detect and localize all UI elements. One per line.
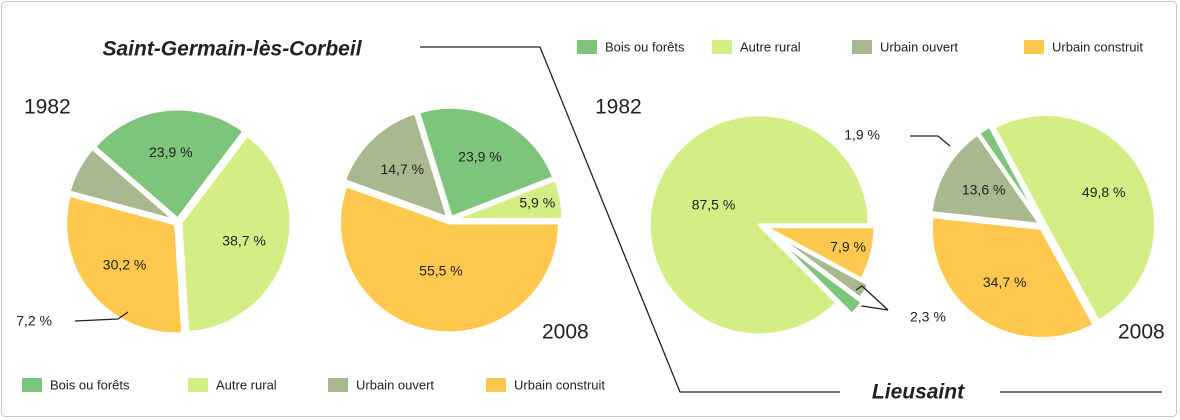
pie-slice	[977, 124, 1043, 225]
value-label: 30,2 %	[103, 256, 147, 272]
year-label: 1982	[24, 96, 71, 119]
value-label: 5,9 %	[519, 194, 555, 210]
legend-swatch	[712, 40, 732, 54]
value-label: 87,5 %	[692, 197, 736, 213]
pie-slice	[770, 230, 871, 300]
pie-slice	[93, 107, 246, 221]
value-label: 55,5 %	[419, 262, 463, 278]
legend-label: Urbain ouvert	[880, 39, 958, 54]
place-title: Lieusaint	[872, 381, 965, 404]
pie-slice	[929, 215, 1096, 340]
value-label: 14,7 %	[380, 161, 424, 177]
legend-label: Urbain construit	[1052, 39, 1143, 54]
legend-swatch	[188, 378, 208, 392]
year-label: 1982	[595, 96, 642, 119]
legend-label: Autre rural	[740, 39, 801, 54]
leader-line	[855, 285, 889, 311]
pie-slice	[451, 178, 565, 221]
legend: Bois ou forêts Autre rural Urbain ouvert…	[22, 377, 605, 392]
legend-swatch	[577, 40, 597, 54]
value-label: 13,6 %	[962, 181, 1006, 197]
pie-slice	[179, 133, 293, 335]
legend-swatch	[852, 40, 872, 54]
pie-slice	[417, 105, 556, 219]
legend-label: Bois ou forêts	[50, 377, 130, 392]
value-label: 7,9 %	[830, 239, 866, 255]
value-label: 34,7 %	[983, 274, 1027, 290]
value-label: 7,2 %	[16, 313, 52, 329]
legend-label: Autre rural	[216, 377, 277, 392]
legend: Bois ou forêts Autre rural Urbain ouvert…	[577, 39, 1143, 54]
pie-slice	[992, 113, 1158, 323]
leader-line	[910, 135, 951, 147]
pie-slice	[67, 146, 177, 223]
legend-label: Urbain construit	[514, 377, 605, 392]
connector	[420, 46, 840, 393]
pie-slice	[338, 184, 561, 335]
legend-label: Bois ou forêts	[605, 39, 685, 54]
pie-slice	[763, 225, 877, 281]
pie-slice	[647, 113, 871, 337]
pie-slice	[342, 111, 450, 220]
legend-swatch	[1024, 40, 1044, 54]
year-label: 2008	[542, 321, 589, 344]
value-label: 2,3 %	[910, 309, 946, 325]
place-title: Saint-Germain-lès-Corbeil	[102, 38, 362, 61]
leader-line	[74, 311, 129, 322]
year-label: 2008	[1118, 321, 1165, 344]
pie-slice	[929, 132, 1042, 226]
value-label: 1,9 %	[844, 127, 880, 143]
legend-label: Urbain ouvert	[356, 377, 434, 392]
value-label: 38,7 %	[222, 233, 266, 249]
value-label: 23,9 %	[458, 149, 502, 165]
pie-slice	[64, 193, 185, 336]
legend-swatch	[486, 378, 506, 392]
pie-slice	[772, 234, 864, 316]
value-label: 49,8 %	[1082, 184, 1126, 200]
legend-swatch	[328, 378, 348, 392]
legend-swatch	[22, 378, 42, 392]
value-label: 23,9 %	[149, 144, 193, 160]
